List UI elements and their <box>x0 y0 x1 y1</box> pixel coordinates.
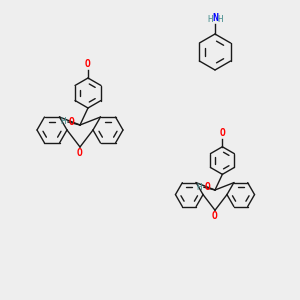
Text: O: O <box>85 59 91 69</box>
Text: H: H <box>217 16 223 25</box>
Text: H: H <box>196 183 202 192</box>
Text: O: O <box>219 128 225 138</box>
Text: H: H <box>61 118 66 127</box>
Text: H: H <box>207 16 213 25</box>
Text: N: N <box>212 13 218 23</box>
Text: O: O <box>69 117 75 127</box>
Text: O: O <box>212 211 218 221</box>
Text: O: O <box>205 182 211 192</box>
Text: O: O <box>77 148 83 158</box>
